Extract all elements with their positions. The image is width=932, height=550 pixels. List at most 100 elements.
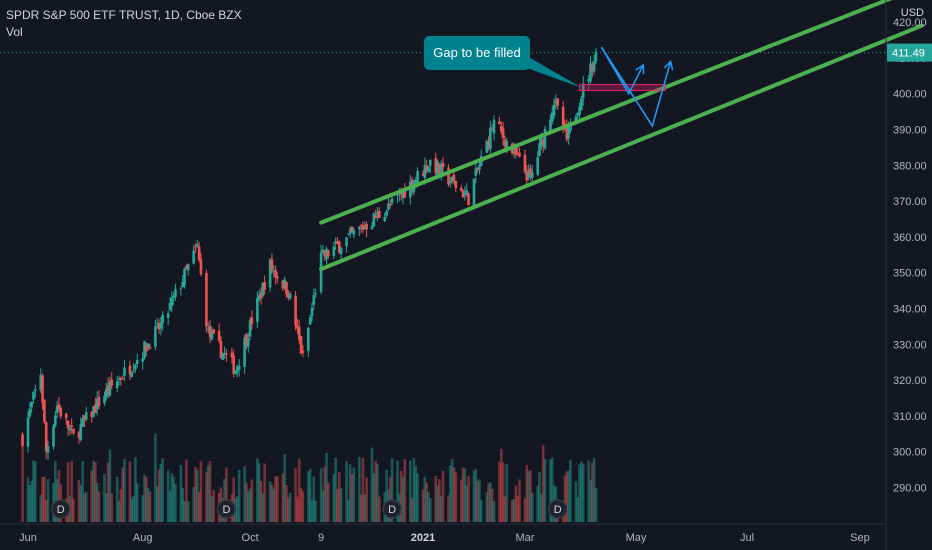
candle-body bbox=[121, 378, 124, 380]
candle-body bbox=[414, 179, 418, 186]
candle-body bbox=[552, 104, 556, 116]
candle-body bbox=[28, 408, 32, 417]
candle-body bbox=[319, 252, 323, 292]
dividend-marker[interactable]: D bbox=[51, 499, 71, 519]
candle-body bbox=[33, 389, 37, 391]
candle-body bbox=[81, 418, 84, 427]
candle-body bbox=[183, 268, 186, 286]
callout-gap-to-be-filled[interactable]: Gap to be filled bbox=[424, 36, 582, 88]
arrowhead bbox=[635, 63, 645, 75]
volume-bar bbox=[569, 459, 572, 522]
candle-body bbox=[503, 139, 507, 147]
volume-bar bbox=[487, 483, 490, 522]
volume-bar bbox=[283, 454, 286, 522]
volume-bar bbox=[106, 462, 110, 522]
candle-body bbox=[155, 323, 159, 325]
candle-body bbox=[339, 247, 343, 254]
candle-body bbox=[487, 141, 490, 146]
candle-body bbox=[246, 338, 250, 347]
arrowhead bbox=[663, 59, 674, 71]
candle-body bbox=[401, 190, 405, 199]
candle-body bbox=[168, 303, 172, 310]
candle-body bbox=[199, 259, 203, 275]
candle-body bbox=[416, 170, 419, 184]
candle-body bbox=[587, 79, 590, 82]
dividend-marker[interactable]: D bbox=[216, 499, 237, 519]
volume-bar bbox=[185, 459, 188, 522]
volume-bar bbox=[208, 461, 212, 522]
volume-bar bbox=[512, 498, 516, 522]
x-tick-label: Aug bbox=[133, 532, 153, 544]
candle-body bbox=[376, 212, 379, 216]
candle-body bbox=[26, 417, 30, 447]
volume-bar bbox=[57, 470, 61, 522]
symbol-title: SPDR S&P 500 ETF TRUST, 1D, Cboe BZX bbox=[6, 8, 242, 22]
candle-body bbox=[594, 51, 598, 62]
volume-bar bbox=[310, 499, 314, 522]
volume-bar bbox=[210, 496, 214, 522]
volume-bar bbox=[195, 469, 199, 522]
volume-bar bbox=[396, 460, 399, 522]
volume-bar bbox=[591, 463, 594, 522]
scenario-2-projection[interactable] bbox=[600, 46, 672, 128]
candle-body bbox=[32, 391, 35, 400]
candle-body bbox=[103, 395, 106, 404]
volume-bar bbox=[174, 484, 177, 522]
candle-body bbox=[501, 128, 505, 138]
lower-channel-line[interactable] bbox=[319, 23, 924, 272]
candle-body bbox=[527, 170, 530, 178]
x-tick-label: Jun bbox=[19, 532, 37, 544]
candle-body bbox=[166, 313, 170, 318]
candle-body bbox=[104, 388, 108, 398]
candle-body bbox=[536, 157, 540, 175]
volume-bar bbox=[359, 494, 363, 522]
candle-body bbox=[514, 144, 518, 155]
volume-bar bbox=[70, 461, 73, 522]
candle-body bbox=[421, 173, 425, 176]
candle-body bbox=[352, 229, 356, 235]
volume-bar bbox=[492, 501, 496, 522]
volume-bar bbox=[543, 458, 547, 522]
candle-body bbox=[576, 112, 580, 116]
candle-body bbox=[370, 225, 374, 230]
y-tick-label: 320.00 bbox=[893, 375, 927, 387]
volume-bar bbox=[44, 499, 48, 522]
volume-bar bbox=[130, 498, 134, 522]
volume-bar bbox=[499, 448, 503, 522]
volume-bar bbox=[261, 493, 265, 522]
volume-bar bbox=[347, 500, 350, 522]
candle-body bbox=[268, 259, 272, 288]
candle-body bbox=[323, 250, 327, 257]
volume-bar bbox=[399, 470, 403, 522]
volume-bar bbox=[186, 501, 190, 522]
volume-bar bbox=[476, 480, 479, 522]
volume-bar bbox=[421, 489, 425, 522]
candle-body bbox=[263, 282, 266, 290]
candle-body bbox=[270, 259, 274, 270]
dividend-marker[interactable]: D bbox=[382, 499, 402, 519]
volume-bar bbox=[21, 439, 24, 522]
candle-body bbox=[90, 411, 94, 417]
candle-body bbox=[123, 367, 126, 376]
trendlines bbox=[319, 0, 924, 272]
volume-bar bbox=[314, 500, 317, 522]
volume-bars bbox=[21, 433, 598, 522]
candle-body bbox=[106, 385, 110, 394]
volume-bar bbox=[403, 459, 407, 522]
candle-body bbox=[345, 237, 348, 247]
gap-zone[interactable] bbox=[579, 84, 666, 92]
currency-label[interactable]: USD bbox=[900, 7, 924, 19]
volume-bar bbox=[363, 494, 367, 522]
candle-body bbox=[347, 233, 350, 235]
volume-bar bbox=[474, 468, 478, 522]
volume-bar bbox=[39, 495, 43, 522]
upper-channel-line[interactable] bbox=[319, 0, 922, 225]
volume-bar bbox=[350, 474, 354, 522]
volume-bar bbox=[428, 498, 432, 522]
candle-body bbox=[248, 319, 252, 337]
dividend-marker[interactable]: D bbox=[547, 499, 568, 519]
volume-bar bbox=[257, 463, 261, 522]
volume-bar bbox=[183, 501, 186, 522]
candle-body bbox=[565, 125, 569, 140]
